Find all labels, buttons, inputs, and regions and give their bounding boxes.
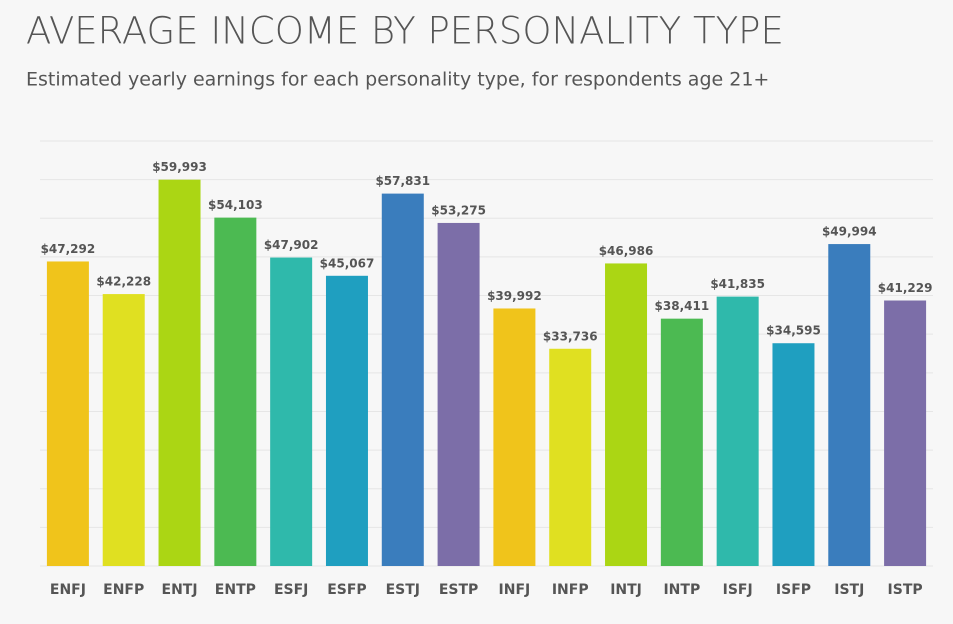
value-label: $57,831 [375,174,430,188]
value-label: $47,902 [264,238,319,252]
x-tick-label: ENFP [103,582,144,598]
value-label: $59,993 [152,160,207,174]
bar [325,275,368,566]
bar [772,343,815,566]
value-label: $34,595 [766,324,821,338]
value-label: $54,103 [208,198,263,212]
bar [437,222,480,566]
value-label: $46,986 [599,244,654,258]
x-tick-label: ISFJ [723,582,753,598]
value-label: $45,067 [320,256,375,270]
x-tick-label: ESFP [327,582,366,598]
x-tick-label: INTJ [610,582,642,598]
x-tick-label: INFP [552,582,589,598]
chart-subtitle: Estimated yearly earnings for each perso… [26,69,769,91]
value-label: $33,736 [543,329,598,343]
x-tick-label: ISTJ [834,582,864,598]
bar [158,179,201,566]
x-tick-label: ESFJ [274,582,308,598]
bar [493,308,536,566]
x-tick-label: ESTP [439,582,478,598]
x-tick-label: ENTJ [162,582,198,598]
bar [716,296,759,566]
bar [605,263,648,566]
x-tick-label: INFJ [499,582,531,598]
value-label: $41,835 [710,277,765,291]
value-label: $49,994 [822,225,877,239]
bar [828,244,871,566]
x-tick-label: ESTJ [386,582,420,598]
chart-title: AVERAGE INCOME BY PERSONALITY TYPE [26,10,784,53]
x-tick-label: ISFP [776,582,811,598]
value-label: $39,992 [487,289,542,303]
x-tick-label: INTP [663,582,700,598]
bar [549,348,592,566]
value-label: $47,292 [41,242,96,256]
value-label: $38,411 [655,299,710,313]
value-label: $42,228 [96,275,151,289]
x-tick-label: ENTP [215,582,256,598]
bar [46,261,89,566]
value-label: $41,229 [878,281,933,295]
bar [270,257,313,566]
bar [660,318,703,566]
bar [102,294,145,566]
bar [381,193,424,567]
value-label: $53,275 [431,203,486,217]
bar [214,217,257,566]
bar [884,300,927,566]
x-tick-label: ISTP [888,582,923,598]
x-tick-label: ENFJ [50,582,86,598]
